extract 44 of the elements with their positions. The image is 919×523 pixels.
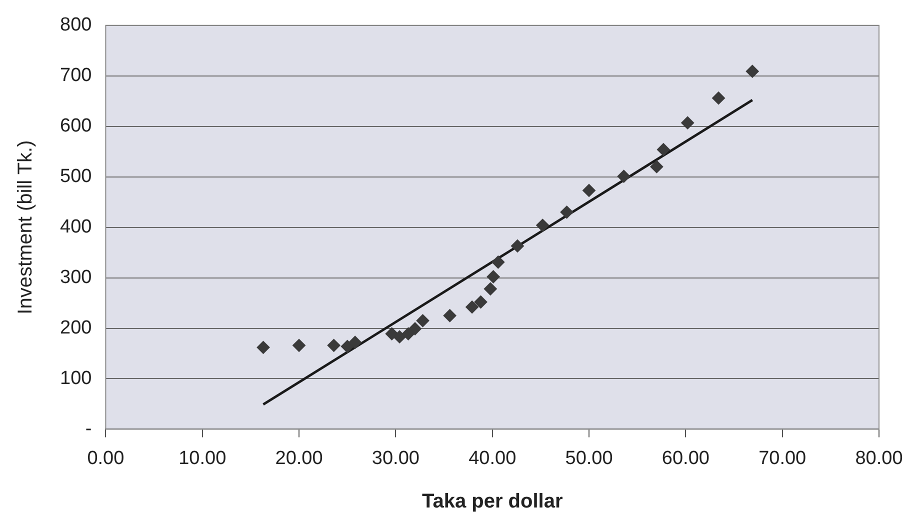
y-tick-label: 400	[60, 216, 92, 238]
y-tick-label: 200	[60, 317, 92, 338]
y-tick-label: 300	[60, 267, 92, 288]
x-tick-label: 80.00	[855, 448, 903, 469]
point	[492, 256, 505, 269]
y-tick-label: 700	[60, 65, 92, 86]
point	[510, 239, 524, 252]
point	[327, 338, 340, 352]
point	[393, 330, 406, 344]
point	[650, 160, 664, 174]
y-tick-label: -	[85, 418, 92, 440]
point	[416, 314, 430, 328]
point	[656, 143, 670, 156]
point	[484, 282, 497, 296]
y-axis-title: Investment (bill Tk.)	[14, 140, 37, 314]
point	[348, 336, 362, 349]
point	[466, 300, 479, 314]
point	[582, 184, 596, 197]
point	[712, 92, 726, 105]
x-tick-label: 10.00	[178, 448, 226, 469]
x-tick-label: 40.00	[468, 448, 516, 469]
point	[560, 206, 574, 219]
x-tick-label: 30.00	[372, 448, 420, 469]
x-tick-label: 0.00	[87, 448, 124, 469]
point	[681, 116, 694, 130]
point	[474, 296, 488, 309]
x-tick-label: 70.00	[758, 448, 806, 469]
point	[536, 218, 550, 232]
point	[486, 270, 500, 284]
y-tick-label: 600	[60, 116, 92, 137]
x-tick-label: 60.00	[662, 448, 710, 469]
x-tick-label: 20.00	[275, 448, 323, 469]
point	[746, 64, 759, 78]
point	[402, 327, 415, 340]
point	[256, 340, 270, 354]
point	[617, 170, 630, 183]
x-tick-label: 50.00	[565, 448, 613, 469]
point	[443, 309, 456, 322]
x-axis-title: Taka per dollar	[422, 490, 563, 513]
point	[408, 322, 422, 336]
y-tick-label: 500	[60, 166, 92, 188]
y-tick-label: 800	[60, 14, 92, 36]
point	[292, 338, 306, 352]
y-tick-label: 100	[60, 368, 92, 389]
